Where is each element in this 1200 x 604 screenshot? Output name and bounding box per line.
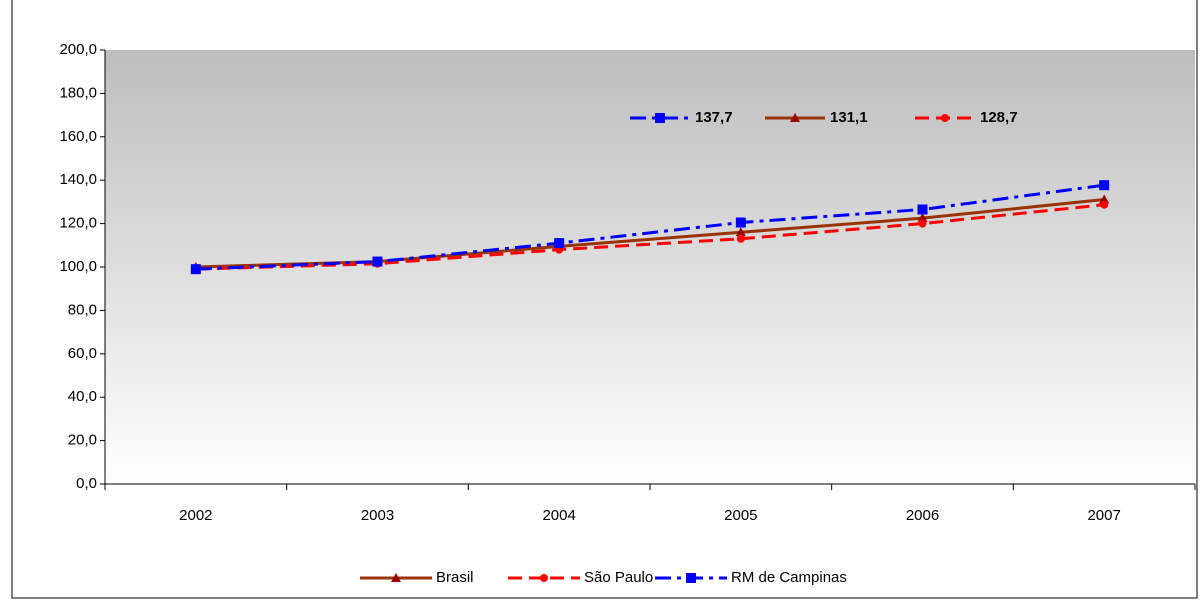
- marker: [1100, 200, 1109, 209]
- marker: [372, 256, 383, 267]
- legend-label: Brasil: [436, 569, 474, 586]
- marker: [790, 113, 800, 122]
- y-tick-label: 140,0: [59, 171, 97, 188]
- marker: [686, 573, 696, 583]
- x-tick-label: 2007: [1087, 507, 1120, 524]
- y-tick-label: 160,0: [59, 128, 97, 145]
- marker: [1099, 194, 1110, 204]
- value-label: 137,7: [695, 109, 733, 126]
- x-tick-label: 2003: [361, 507, 394, 524]
- marker: [1099, 180, 1110, 191]
- value-label: 128,7: [980, 109, 1018, 126]
- y-tick-label: 0,0: [76, 475, 97, 492]
- legend-label: São Paulo: [584, 569, 653, 586]
- x-tick-label: 2002: [179, 507, 212, 524]
- marker: [941, 114, 949, 122]
- x-tick-label: 2005: [724, 507, 757, 524]
- marker: [735, 227, 746, 237]
- y-tick-label: 20,0: [68, 432, 97, 449]
- marker: [190, 264, 201, 275]
- y-tick-label: 120,0: [59, 215, 97, 232]
- legend-label: RM de Campinas: [731, 569, 847, 586]
- y-tick-label: 200,0: [59, 41, 97, 58]
- series-line: [195, 183, 1105, 271]
- y-tick-label: 100,0: [59, 258, 97, 275]
- y-tick-label: 80,0: [68, 301, 97, 318]
- x-tick-label: 2004: [542, 507, 575, 524]
- marker: [391, 573, 401, 582]
- value-label: 131,1: [830, 109, 868, 126]
- marker: [918, 219, 927, 228]
- marker: [736, 234, 745, 243]
- marker: [554, 238, 565, 249]
- x-tick-label: 2006: [906, 507, 939, 524]
- marker: [735, 217, 746, 228]
- y-tick-label: 180,0: [59, 84, 97, 101]
- marker: [540, 574, 548, 582]
- marker: [917, 213, 928, 223]
- marker: [655, 113, 665, 123]
- series-line: [195, 203, 1105, 271]
- marker: [917, 204, 928, 215]
- y-tick-label: 60,0: [68, 345, 97, 362]
- y-tick-label: 40,0: [68, 388, 97, 405]
